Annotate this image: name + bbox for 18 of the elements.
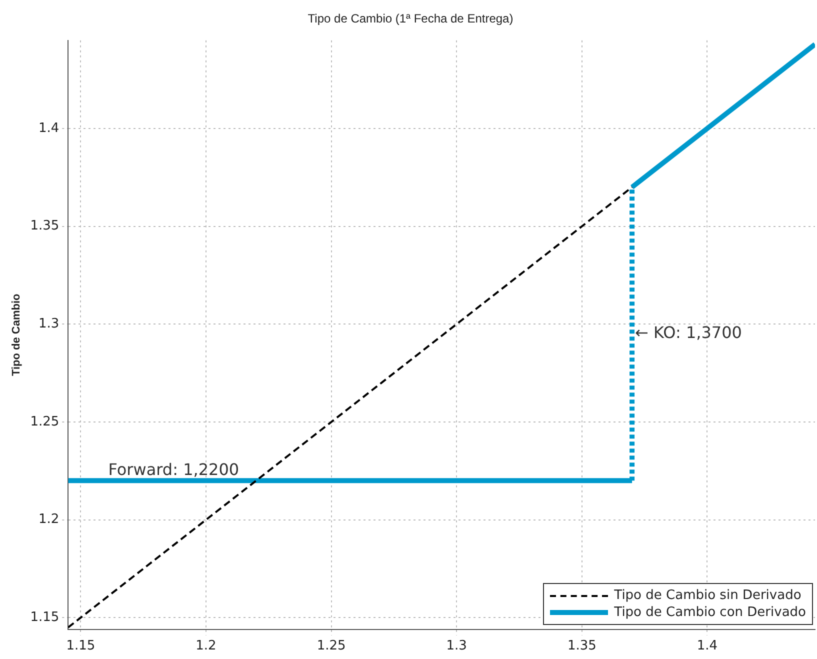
x-tick-label: 1.35 [567,638,596,654]
annotation: ← KO: 1,3700 [635,323,742,342]
y-tick-label: 1.25 [30,414,60,430]
x-tick-label: 1.3 [446,638,467,654]
y-tick-label: 1.15 [30,610,60,626]
x-tick-label: 1.15 [66,638,96,654]
y-axis-title: Tipo de Cambio [10,293,23,376]
legend-label: Tipo de Cambio con Derivado [614,605,806,620]
y-tick-label: 1.4 [38,120,60,136]
y-tick-label: 1.35 [30,218,60,234]
y-tick-label: 1.2 [38,512,60,528]
annotation: Forward: 1,2200 [108,460,240,479]
chart-title: Tipo de Cambio (1ª Fecha de Entrega) [308,12,514,26]
x-tick-label: 1.25 [316,638,346,654]
y-tick-label: 1.3 [38,316,60,332]
x-tick-label: 1.2 [196,638,216,654]
x-tick-label: 1.4 [696,638,718,654]
legend-label: Tipo de Cambio sin Derivado [614,588,802,604]
